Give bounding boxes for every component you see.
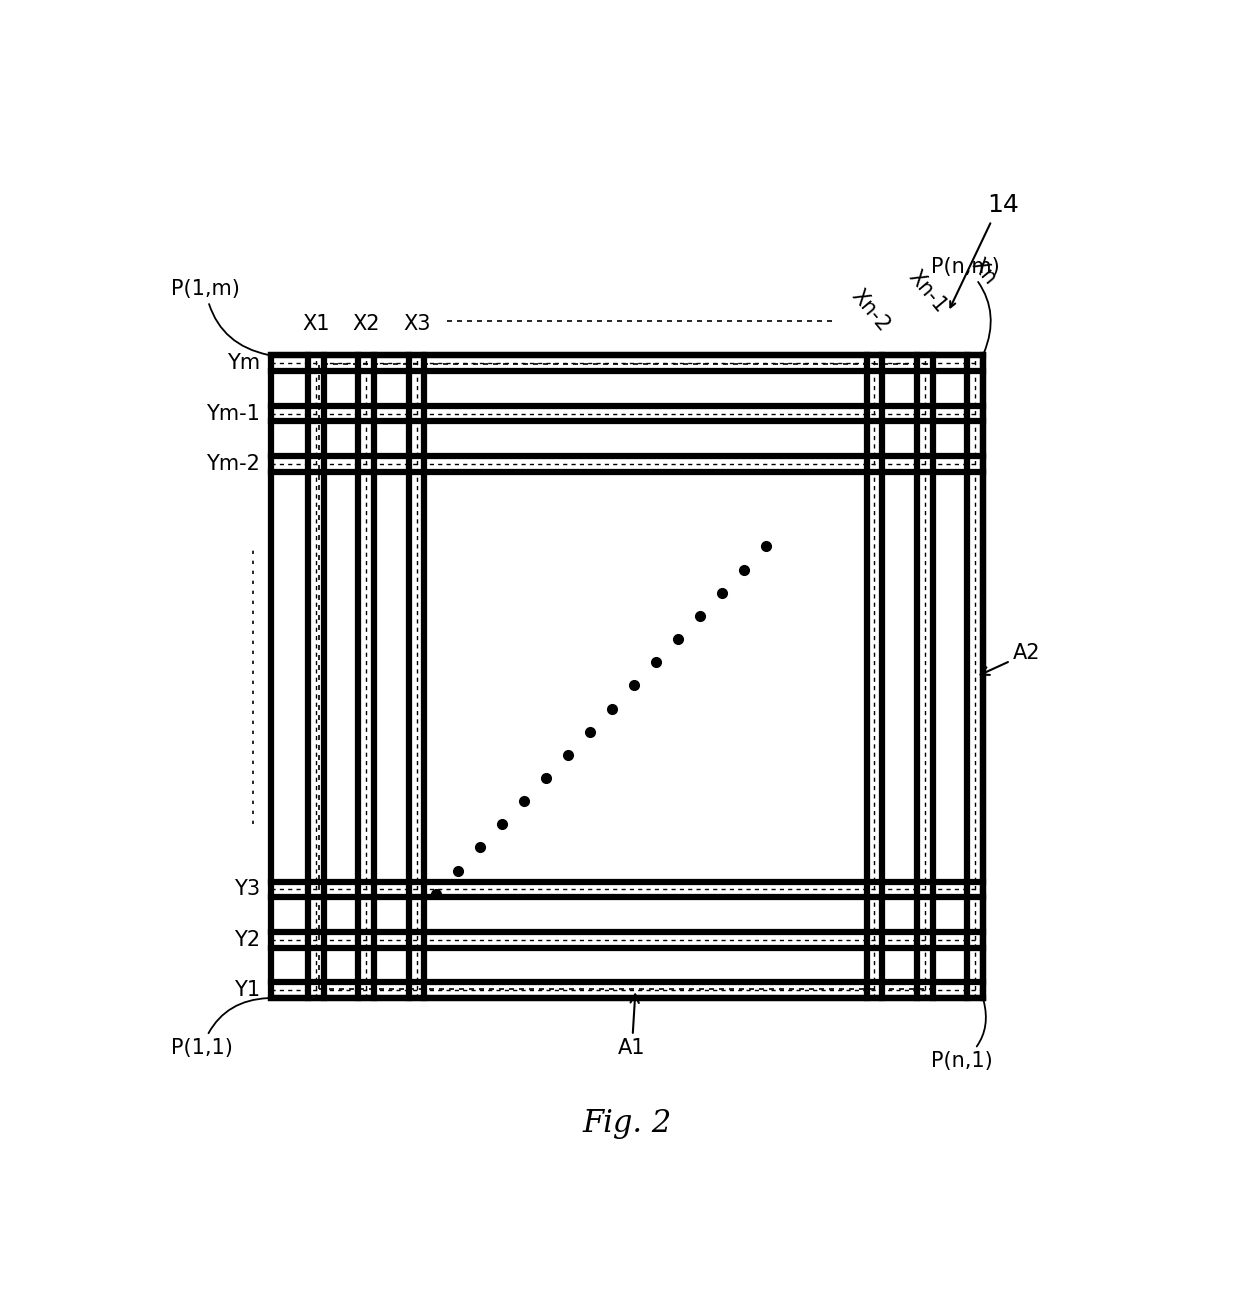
Text: Fig. 2: Fig. 2 <box>583 1109 671 1140</box>
Text: Xn-1: Xn-1 <box>904 266 950 316</box>
Text: 14: 14 <box>987 193 1019 217</box>
Text: Y2: Y2 <box>234 930 260 949</box>
Text: A2: A2 <box>981 643 1040 674</box>
Text: Ym: Ym <box>227 353 260 374</box>
Text: Y3: Y3 <box>234 879 260 899</box>
Text: Y1: Y1 <box>234 981 260 1000</box>
Text: P(n,m): P(n,m) <box>931 257 999 353</box>
Text: Xn-2: Xn-2 <box>847 285 893 335</box>
Text: Xn: Xn <box>967 256 1001 289</box>
Text: P(1,m): P(1,m) <box>171 279 268 355</box>
Text: P(1,1): P(1,1) <box>171 999 268 1058</box>
Text: X2: X2 <box>352 314 379 333</box>
Text: P(n,1): P(n,1) <box>931 1001 992 1071</box>
Text: X1: X1 <box>303 314 330 333</box>
Text: A1: A1 <box>618 995 646 1058</box>
Bar <box>270 355 983 997</box>
Text: Ym-1: Ym-1 <box>207 403 260 424</box>
Text: Ym-2: Ym-2 <box>207 454 260 473</box>
Bar <box>319 364 931 990</box>
Text: X3: X3 <box>403 314 430 333</box>
